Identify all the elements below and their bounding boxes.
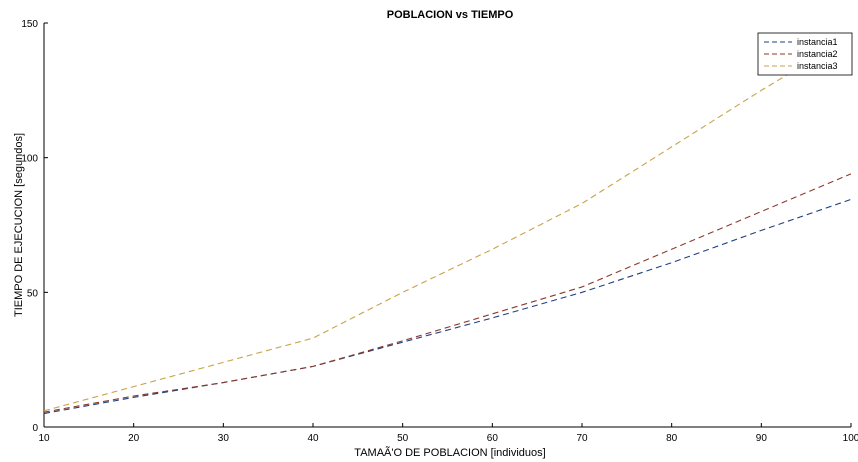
y-axis-label: TIEMPO DE EJECUCION [segundos] — [13, 133, 25, 317]
y-ticks: 0 50 100 150 — [21, 19, 48, 434]
series-lines — [43, 35, 852, 415]
chart-title: POBLACION vs TIEMPO — [387, 9, 514, 21]
x-tick-label: 40 — [307, 433, 319, 444]
series-line-instancia1 — [43, 198, 852, 415]
legend-label-instancia2: instancia2 — [797, 49, 838, 59]
series-line-instancia2 — [43, 173, 852, 413]
y-tick-label: 50 — [27, 288, 39, 299]
axes — [43, 23, 851, 428]
x-tick-label: 50 — [397, 433, 409, 444]
legend-label-instancia1: instancia1 — [797, 37, 838, 47]
x-tick-label: 60 — [487, 433, 499, 444]
legend: instancia1 instancia2 instancia3 — [757, 32, 853, 76]
y-tick-label: 100 — [21, 154, 38, 165]
series-line-instancia3 — [43, 35, 852, 412]
x-tick-label: 30 — [218, 433, 230, 444]
x-tick-label: 10 — [38, 433, 50, 444]
x-tick-label: 100 — [843, 433, 858, 444]
x-tick-label: 80 — [666, 433, 678, 444]
y-tick-label: 0 — [32, 423, 38, 434]
x-ticks: 10 20 30 40 50 60 70 80 90 100 — [38, 423, 858, 444]
x-tick-label: 20 — [128, 433, 140, 444]
legend-label-instancia3: instancia3 — [797, 61, 838, 71]
x-tick-label: 90 — [756, 433, 768, 444]
x-tick-label: 70 — [576, 433, 588, 444]
y-tick-label: 150 — [21, 19, 38, 30]
x-axis-label: TAMAÃ'O DE POBLACION [individuos] — [354, 446, 545, 459]
